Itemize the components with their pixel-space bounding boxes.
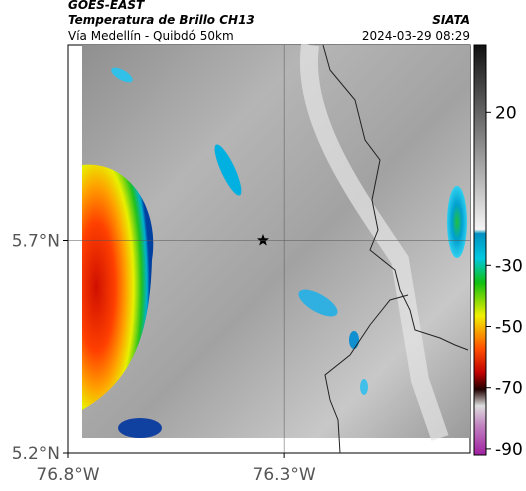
cold-cloud bbox=[214, 144, 242, 196]
location-star bbox=[257, 234, 269, 246]
product: Temperatura de Brillo CH13 bbox=[68, 13, 255, 27]
border bbox=[322, 44, 469, 454]
colorbar-tick-label: -70 bbox=[495, 379, 523, 399]
storm-cell bbox=[82, 164, 154, 410]
source: GOES-EAST bbox=[68, 0, 145, 12]
cold-cloud bbox=[111, 67, 133, 83]
cold-cloud bbox=[447, 186, 467, 258]
colorbar-tick-label: -30 bbox=[495, 256, 523, 276]
route: Vía Medellín - Quibdó 50km bbox=[68, 29, 234, 43]
colorbar-tick-label: -50 bbox=[495, 317, 523, 337]
cold-cloud bbox=[360, 379, 368, 395]
cold-cloud bbox=[349, 331, 359, 349]
y-tick-label: 5.2°N bbox=[12, 444, 60, 464]
datetime: 2024-03-29 08:29 bbox=[362, 29, 470, 43]
agency: SIATA bbox=[432, 13, 470, 27]
colorbar-tick-label: -90 bbox=[495, 440, 523, 460]
cold-cloud bbox=[118, 418, 162, 438]
warm-band bbox=[299, 43, 449, 441]
y-tick-label: 5.7°N bbox=[12, 232, 60, 252]
colorbar bbox=[473, 44, 487, 456]
cold-cloud bbox=[298, 289, 338, 317]
x-tick-label: 76.3°W bbox=[253, 465, 316, 485]
colorbar-tick-label: 20 bbox=[495, 103, 517, 123]
x-tick-label: 76.8°W bbox=[36, 465, 99, 485]
